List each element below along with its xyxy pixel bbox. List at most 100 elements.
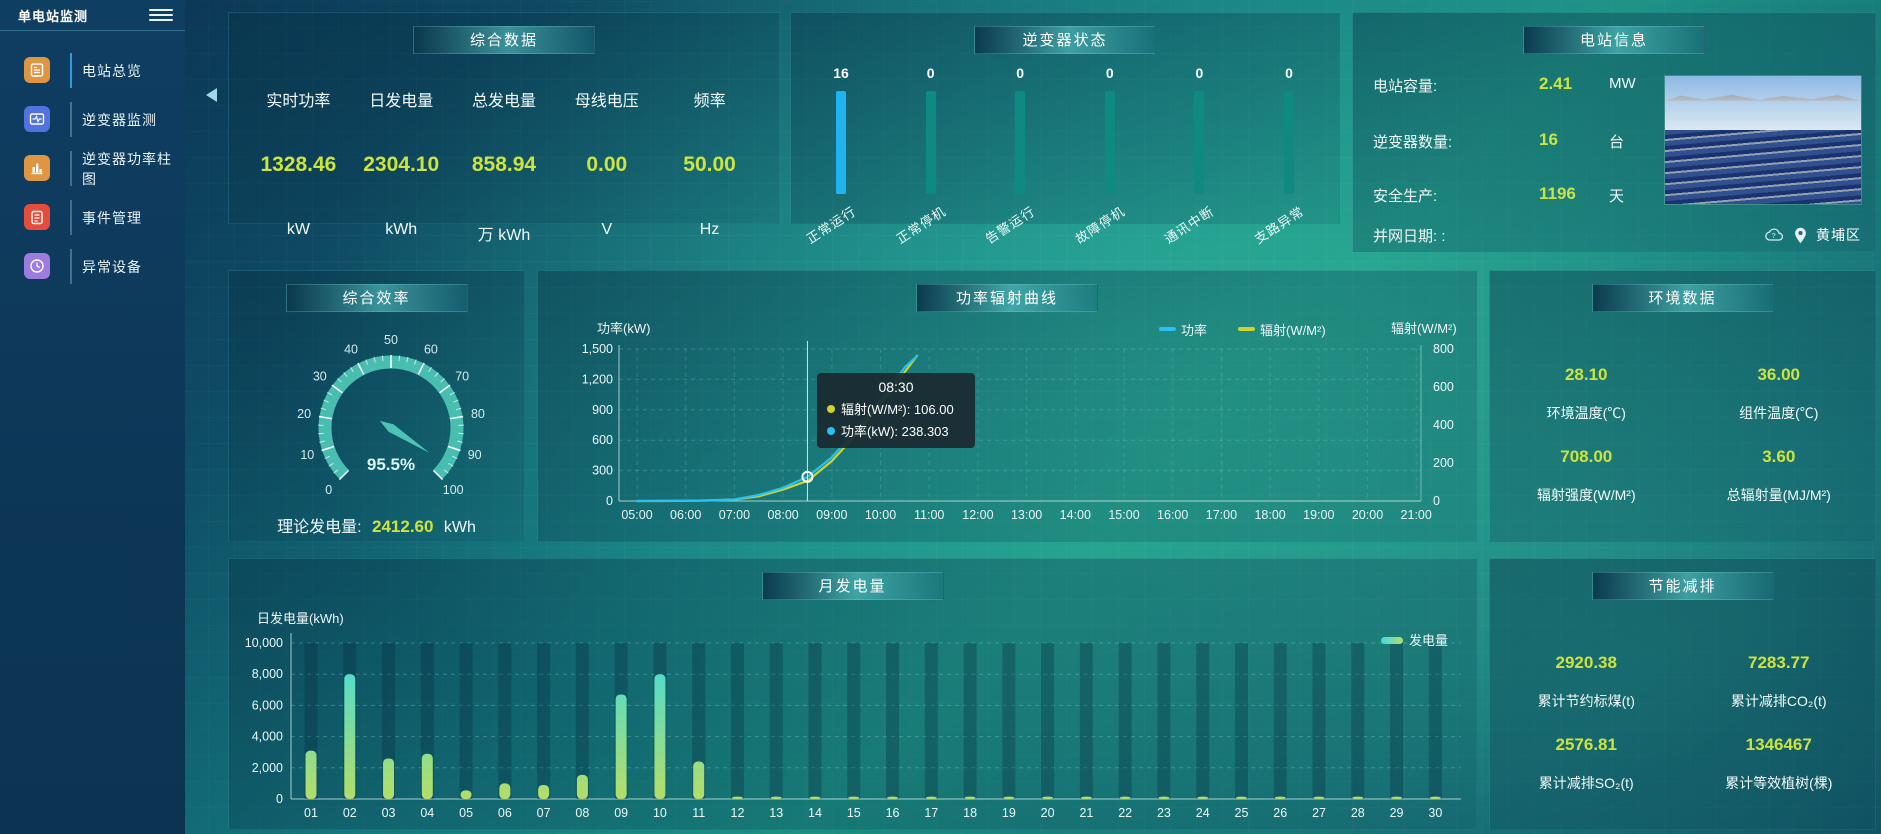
svg-text:70: 70 (455, 369, 469, 383)
panel-efficiency: 综合效率 0 10 20 30 40 50 60 70 80 90 100 95.5% 理论发电量: … (228, 270, 525, 542)
svg-text:400: 400 (1433, 418, 1454, 432)
metric-value: 858.94 (471, 153, 537, 176)
svg-text:100: 100 (443, 483, 464, 497)
inverter-count: 0 (1195, 65, 1204, 81)
metric-label: 累计节约标煤(t) (1537, 693, 1635, 709)
svg-text:07:00: 07:00 (719, 508, 750, 522)
metric-cell: 2920.38 累计节约标煤(t) (1490, 653, 1683, 711)
hamburger-menu-icon[interactable] (149, 6, 173, 24)
sidebar: 单电站监测 电站总览 逆变器监测 逆变器功率柱图 事件管理 异常设备 (0, 0, 185, 834)
svg-text:40: 40 (344, 343, 358, 357)
svg-text:功率: 功率 (1181, 323, 1207, 338)
inverter-status-label: 正常运行 (803, 203, 859, 247)
metric-label: 环境温度(℃) (1546, 405, 1626, 421)
panel-summary: 综合数据 实时功率 1328.46 kW 日发电量 2304.10 kWh 总发电量 858.… (228, 12, 780, 244)
svg-text:08:00: 08:00 (767, 508, 798, 522)
power-radiation-chart[interactable]: 05:00 06:00 07:00 08:00 09:00 10:00 11:00 12:00… (538, 271, 1478, 543)
monthly-legend-label: 发电量 (1409, 633, 1448, 648)
metric-unit: kW (286, 221, 310, 238)
gauge-value: 95.5% (367, 455, 415, 474)
panel-title-power-radiation: 功率辐射曲线 (916, 284, 1098, 312)
sidebar-item-4[interactable]: 事件管理 (0, 193, 185, 242)
svg-text:21: 21 (1079, 806, 1093, 820)
inverter-count: 0 (1105, 65, 1114, 81)
svg-text:05: 05 (459, 806, 473, 820)
metric-value: 50.00 (683, 153, 736, 176)
svg-text:08: 08 (575, 806, 589, 820)
svg-text:30: 30 (313, 369, 327, 383)
svg-text:13:00: 13:00 (1011, 508, 1042, 522)
svg-text:90: 90 (468, 448, 482, 462)
event-management-icon (24, 204, 50, 230)
svg-text:13: 13 (769, 806, 783, 820)
sidebar-collapse-arrow[interactable] (206, 88, 217, 102)
weather-cloud-icon[interactable]: ? (1763, 227, 1785, 243)
svg-text:0: 0 (325, 483, 332, 497)
inverter-status-bar (1194, 91, 1205, 194)
svg-text:2,000: 2,000 (252, 761, 283, 775)
svg-text:0: 0 (1433, 494, 1440, 508)
tooltip-row: 辐射(W/M²): 106.00 (827, 399, 965, 418)
svg-text:10,000: 10,000 (245, 636, 283, 650)
sidebar-item-divider (70, 249, 72, 284)
svg-text:日发电量(kWh): 日发电量(kWh) (257, 611, 344, 626)
inverter-status-bar (1284, 91, 1294, 194)
sidebar-item-1[interactable]: 电站总览 (0, 46, 185, 95)
metric-label: 累计减排SO₂(t) (1538, 775, 1634, 791)
svg-text:19:00: 19:00 (1303, 508, 1334, 522)
metric-value: 0.00 (586, 153, 628, 176)
sidebar-item-2[interactable]: 逆变器监测 (0, 95, 185, 144)
svg-text:50: 50 (384, 333, 398, 347)
svg-text:12: 12 (731, 806, 745, 820)
svg-text:17: 17 (924, 806, 938, 820)
metric-label: 总辐射量(MJ/M²) (1726, 487, 1831, 503)
svg-text:?: ? (1772, 231, 1776, 240)
metric-value: 2576.81 (1555, 735, 1617, 754)
station-info-value: 16 (1539, 130, 1558, 149)
panel-title-environment: 环境数据 (1591, 284, 1774, 312)
metric-unit: kWh (385, 221, 418, 238)
sidebar-item-label: 异常设备 (82, 258, 142, 275)
inverter-count: 0 (1016, 65, 1025, 81)
sidebar-item-divider (70, 200, 72, 235)
inverter-count: 16 (833, 65, 849, 81)
svg-text:14: 14 (808, 806, 822, 820)
svg-text:20:00: 20:00 (1352, 508, 1383, 522)
sidebar-item-3[interactable]: 逆变器功率柱图 (0, 144, 185, 193)
tooltip-row: 功率(kW): 238.303 (827, 421, 965, 440)
svg-text:19: 19 (1002, 806, 1016, 820)
inverter-count: 0 (926, 65, 935, 81)
station-info-label: 逆变器数量: (1373, 134, 1453, 151)
svg-text:26: 26 (1273, 806, 1287, 820)
inverter-power-chart-icon (24, 155, 50, 181)
metric-unit: Hz (699, 221, 720, 238)
metric-cell: 28.10 环境温度(℃) (1490, 365, 1683, 423)
svg-text:23: 23 (1157, 806, 1171, 820)
sidebar-menu: 电站总览 逆变器监测 逆变器功率柱图 事件管理异常设备 (0, 46, 185, 291)
sidebar-item-5[interactable]: 异常设备 (0, 242, 185, 291)
location-pin-icon[interactable] (1794, 227, 1807, 244)
metric-label: 频率 (693, 93, 726, 110)
metric-label: 日发电量 (369, 93, 434, 110)
svg-text:60: 60 (424, 343, 438, 357)
sidebar-divider (0, 30, 185, 31)
tooltip-row-text: 功率(kW): 238.303 (841, 424, 949, 439)
metric-value: 28.10 (1564, 365, 1608, 384)
svg-text:15:00: 15:00 (1108, 508, 1139, 522)
svg-text:02: 02 (343, 806, 357, 820)
panel-station-info: 电站信息 电站容量: 2.41 MW 逆变器数量: 16 台安全生产: 1196 天并网日期:… (1352, 12, 1876, 252)
panel-title-monthly-generation: 月发电量 (761, 572, 944, 600)
station-overview-icon (24, 57, 50, 83)
station-info-label: 安全生产: (1373, 188, 1438, 205)
svg-text:18: 18 (963, 806, 977, 820)
panel-energy-saving: 节能减排 2920.38 累计节约标煤(t) 7283.77 累计减排CO₂(t) 25… (1489, 558, 1876, 830)
metric-value: 2920.38 (1555, 653, 1617, 672)
svg-text:17:00: 17:00 (1206, 508, 1237, 522)
district-label: 黄埔区 (1816, 227, 1861, 243)
svg-text:06: 06 (498, 806, 512, 820)
svg-text:30: 30 (1428, 806, 1442, 820)
summary-metric-1: 实时功率 1328.46 kW (247, 75, 350, 238)
monthly-generation-chart[interactable]: 0 2,000 4,000 6,000 8,000 10,000 日发电量(kWh) 01 02… (229, 559, 1478, 831)
svg-text:03: 03 (382, 806, 396, 820)
station-info-label: 电站容量: (1373, 78, 1438, 95)
